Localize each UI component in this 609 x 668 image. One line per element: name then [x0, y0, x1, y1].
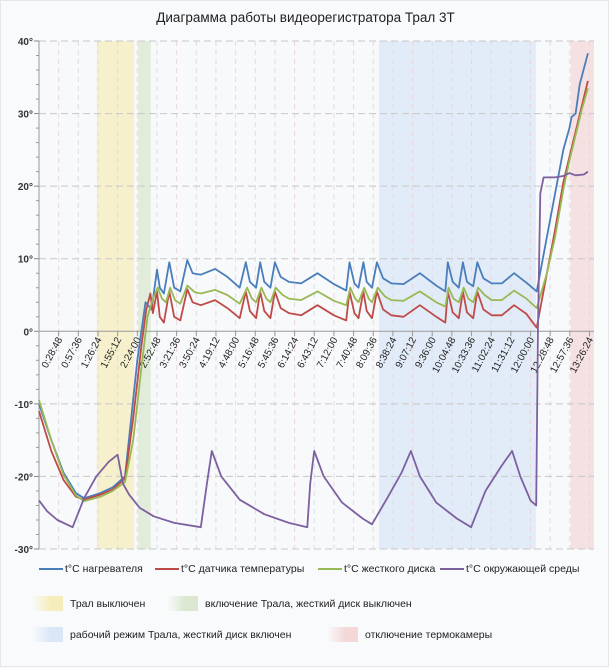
- y-tick-label: -10°: [15, 400, 33, 411]
- legend-label: t°C окружающей среды: [466, 563, 580, 575]
- region-label: рабочий режим Трала, жесткий диск включе…: [70, 628, 292, 641]
- region-label: отключение термокамеры: [365, 628, 493, 641]
- region-label: включение Трала, жесткий диск выключен: [205, 597, 412, 610]
- region-swatch: [32, 627, 63, 642]
- chart-title: Диаграмма работы видеорегистратора Трал …: [156, 10, 455, 25]
- region-band: [96, 41, 135, 549]
- series-line: [38, 80, 589, 501]
- region-legend-item: включение Трала, жесткий диск выключен: [167, 596, 412, 611]
- series-line: [38, 87, 589, 503]
- region-swatch: [327, 627, 358, 642]
- legend-line-swatch: [155, 568, 179, 570]
- y-tick-label: 40°: [18, 37, 33, 48]
- region-band: [570, 41, 594, 549]
- y-tick-label: 0°: [23, 327, 33, 338]
- y-tick-label: 20°: [18, 182, 33, 193]
- region-swatch: [32, 596, 63, 611]
- region-swatch: [167, 596, 198, 611]
- legend-label: t°C нагревателя: [65, 563, 143, 575]
- y-tick-label: -20°: [15, 472, 33, 483]
- legend-item: t°C датчика температуры: [155, 563, 304, 575]
- legend-label: t°C датчика температуры: [181, 563, 305, 575]
- legend-line-swatch: [39, 568, 63, 570]
- region-label: Трал выключен: [70, 597, 146, 610]
- region-band: [378, 41, 536, 549]
- region-legend-item: отключение термокамеры: [327, 627, 492, 642]
- legend-item: t°C жесткого диска: [318, 563, 435, 575]
- legend-line-swatch: [318, 568, 342, 570]
- region-legend-item: рабочий режим Трала, жесткий диск включе…: [32, 627, 291, 642]
- legend-item: t°C окружающей среды: [440, 563, 579, 575]
- series-line: [38, 170, 589, 529]
- y-tick-label: 10°: [18, 255, 33, 266]
- series-line: [38, 53, 589, 500]
- legend-line-swatch: [440, 568, 464, 570]
- y-tick-label: 30°: [18, 110, 33, 121]
- region-legend-item: Трал выключен: [32, 596, 145, 611]
- legend-item: t°C нагревателя: [39, 563, 143, 575]
- legend-label: t°C жесткого диска: [344, 563, 436, 575]
- y-tick-label: -30°: [15, 545, 33, 556]
- region-band: [138, 41, 151, 549]
